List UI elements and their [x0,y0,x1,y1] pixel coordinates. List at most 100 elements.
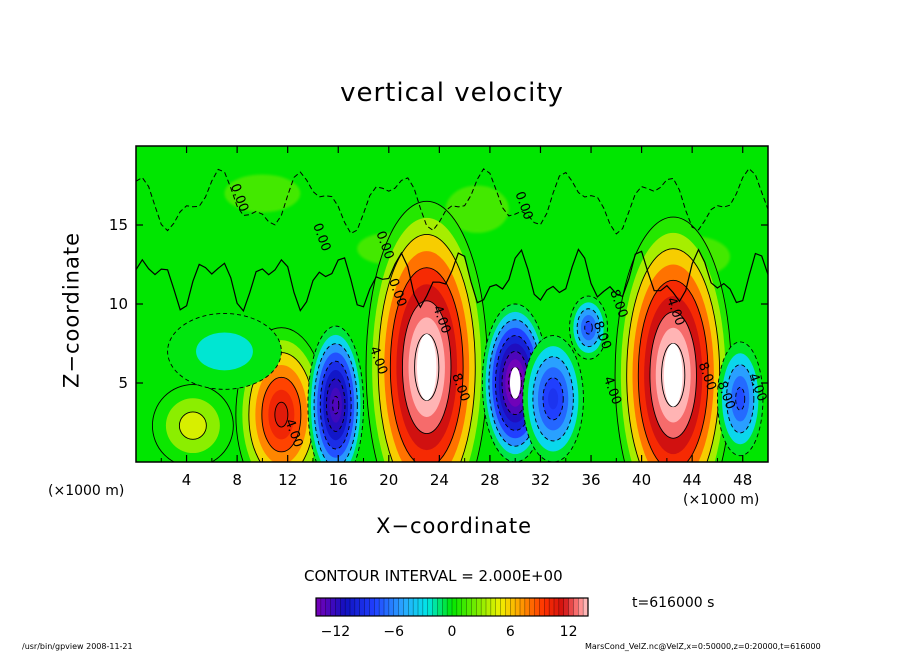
colorbar-swatch [437,598,443,616]
zero-contour [136,248,768,313]
field-peak [417,334,437,401]
colorbar-tick-label: 12 [560,624,578,640]
chart-title: vertical velocity [340,78,564,108]
field-contour [332,395,340,415]
x-tick-label: 12 [278,471,297,489]
x-tick-label: 16 [329,471,348,489]
colorbar-swatch [510,598,516,616]
colorbar-swatch [583,598,589,616]
colorbar-swatch [422,598,429,616]
field-peak [509,367,521,399]
colorbar-swatch [325,598,332,616]
field-patch [445,185,509,233]
colorbar-swatch [529,598,536,616]
colorbar-tick-label: 6 [506,624,515,640]
colorbar-swatch [354,598,361,616]
colorbar-swatch [316,598,322,616]
colorbar-swatch [539,598,545,616]
colorbar-tick-label: −6 [383,624,404,640]
x-tick-label: 4 [182,471,192,489]
colorbar-swatch [563,598,570,616]
velocity-field [136,146,768,462]
x-unit-label-right: (×1000 m) [683,492,760,508]
colorbar-swatch [554,598,560,616]
x-tick-label: 48 [733,471,752,489]
colorbar-frame [315,597,589,617]
x-tick-label: 20 [379,471,398,489]
y-tick-label: 5 [118,374,128,392]
field-peak [663,343,683,407]
colorbar-swatch [568,598,575,616]
colorbar-swatch [476,598,482,616]
colorbar-swatch [384,598,390,616]
colorbar-swatch [350,598,356,616]
colorbar-swatch [486,598,492,616]
colorbar-swatch [340,598,346,616]
colorbar-swatch [379,598,385,616]
colorbar-swatch [515,598,521,616]
y-tick-label: 15 [109,216,128,234]
field-contour [196,332,253,371]
colorbar-swatch [432,598,439,616]
colorbar-swatch [345,598,351,616]
colorbar-swatch [481,598,487,616]
colorbar-swatch [471,598,477,616]
colorbar-tick-label: 0 [448,624,457,640]
colorbar-swatch [558,598,565,616]
colorbar-swatch [369,598,375,616]
colorbar-swatch [520,598,526,616]
y-tick-label: 10 [109,295,128,313]
colorbar: −12 −6 0 6 12 [315,597,589,640]
colorbar-swatch [578,598,584,616]
colorbar-swatch [456,598,463,616]
colorbar-swatch [364,598,371,616]
x-tick-label: 24 [430,471,449,489]
x-tick-label: 8 [232,471,242,489]
footer-left: /usr/bin/gpview 2008-11-21 [22,642,133,651]
colorbar-swatch [534,598,541,616]
field-patch [224,174,301,213]
colorbar-swatch [388,598,395,616]
colorbar-swatch [461,598,468,616]
colorbar-swatch [408,598,414,616]
colorbar-swatch [359,598,366,616]
colorbar-swatch [549,598,555,616]
footer-right: MarsCond_VelZ.nc@VelZ,x=0:50000,z=0:2000… [585,642,821,651]
x-tick-label: 44 [683,471,702,489]
colorbar-swatch [573,598,579,616]
field-contour [274,401,289,428]
contour-interval-label: CONTOUR INTERVAL = 2.000E+00 [304,567,563,585]
colorbar-swatch [544,598,550,616]
x-axis-label: X−coordinate [376,514,532,538]
colorbar-swatch [524,598,531,616]
colorbar-swatch [500,598,507,616]
colorbar-swatch [413,598,419,616]
field-contour [548,388,559,410]
colorbar-swatch [418,598,424,616]
colorbar-swatch [447,598,453,616]
colorbar-swatch [442,598,448,616]
colorbar-swatch [320,598,327,616]
colorbar-tick-label: −12 [321,624,351,640]
colorbar-swatch [393,598,400,616]
colorbar-swatch [403,598,409,616]
upper-contour [136,167,768,235]
x-tick-label: 28 [480,471,499,489]
field-contour [178,411,207,440]
colorbar-swatch [505,598,511,616]
colorbar-swatch [495,598,502,616]
x-tick-label: 40 [632,471,651,489]
time-label: t=616000 s [632,595,715,611]
colorbar-swatch [427,598,434,616]
x-tick-label: 32 [531,471,550,489]
colorbar-swatch [398,598,405,616]
x-unit-label-left: (×1000 m) [48,483,125,499]
colorbar-swatch [330,598,337,616]
colorbar-swatch [335,598,341,616]
colorbar-swatch [466,598,473,616]
field-contour [735,386,746,411]
colorbar-swatch [452,598,458,616]
field-contour [584,320,593,335]
